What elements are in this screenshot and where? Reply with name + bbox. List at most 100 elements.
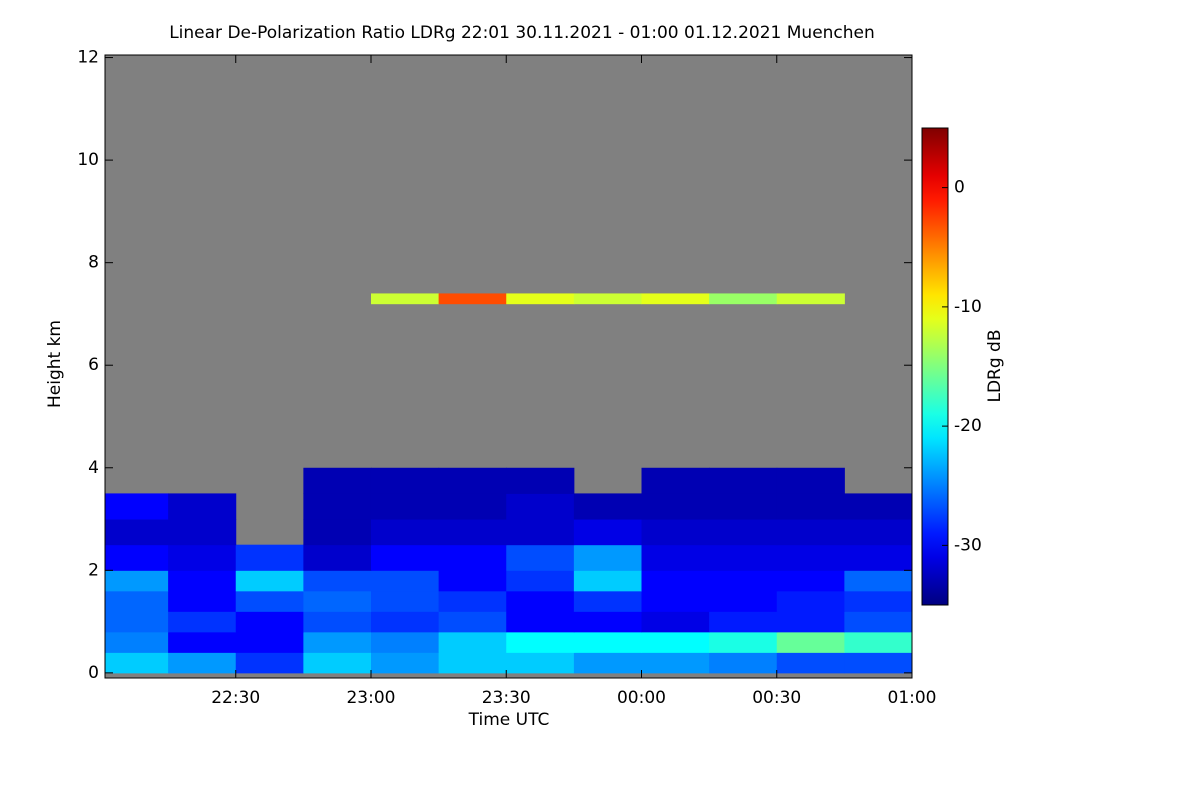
heatmap-cell (709, 293, 778, 305)
heatmap-cell (776, 544, 845, 571)
heatmap-cell (641, 519, 710, 546)
colorbar-tick-label: -30 (954, 535, 982, 555)
heatmap-cell (573, 611, 642, 633)
heatmap-cell (709, 611, 778, 633)
heatmap-cell (776, 652, 845, 674)
x-tick-label: 23:00 (346, 688, 395, 708)
heatmap-cell (506, 652, 575, 674)
y-tick-label: 10 (77, 150, 99, 170)
heatmap-cell (573, 652, 642, 674)
y-tick-label: 4 (88, 458, 99, 478)
heatmap-cell (303, 652, 372, 674)
heatmap-cell (506, 519, 575, 546)
heatmap-cell (776, 611, 845, 633)
heatmap-cell (573, 590, 642, 612)
heatmap-cell (709, 631, 778, 653)
heatmap-cell (105, 570, 169, 592)
x-tick-label: 00:00 (617, 688, 666, 708)
heatmap-cell (506, 590, 575, 612)
heatmap-cell (573, 570, 642, 592)
heatmap-cell (506, 467, 575, 494)
heatmap-cell (105, 519, 169, 546)
heatmap-cell (438, 590, 507, 612)
heatmap-cell (303, 570, 372, 592)
heatmap-cell (168, 519, 237, 546)
heatmap-cell (776, 570, 845, 592)
heatmap-cell (506, 293, 575, 305)
heatmap-cell (370, 467, 440, 494)
heatmap-cell (438, 652, 507, 674)
y-tick-label: 12 (77, 48, 99, 68)
heatmap-cell (303, 544, 372, 571)
heatmap-cell (235, 544, 304, 571)
heatmap-cell (438, 611, 507, 633)
heatmap-cell (370, 293, 440, 305)
heatmap-cell (370, 590, 440, 612)
heatmap-cell (235, 611, 304, 633)
heatmap-cell (776, 293, 845, 305)
heatmap-cell (506, 544, 575, 571)
heatmap-cell (641, 293, 710, 305)
heatmap-cell (370, 570, 440, 592)
heatmap-cell (776, 493, 845, 520)
x-tick-label: 22:30 (211, 688, 260, 708)
heatmap-cell (641, 611, 710, 633)
x-tick-label: 00:30 (752, 688, 801, 708)
heatmap-cell (709, 652, 778, 674)
heatmap-cell (844, 590, 913, 612)
heatmap-cell (573, 519, 642, 546)
heatmap-cell (438, 519, 507, 546)
x-axis-label: Time UTC (468, 710, 550, 730)
y-axis-label: Height km (45, 320, 65, 408)
heatmap-cell (709, 544, 778, 571)
heatmap-cell (303, 519, 372, 546)
heatmap-cell (370, 544, 440, 571)
heatmap-cell (235, 652, 304, 674)
heatmap-cell (641, 467, 710, 494)
colorbar-tick-label: 0 (954, 178, 965, 198)
heatmap-cell (438, 493, 507, 520)
colorbar-label: LDRg dB (985, 329, 1005, 402)
heatmap-cell (168, 570, 237, 592)
heatmap-cell (573, 493, 642, 520)
heatmap-cell (370, 493, 440, 520)
heatmap-cell (844, 631, 913, 653)
heatmap-cell (844, 493, 913, 520)
heatmap-cell (844, 544, 913, 571)
heatmap-cell (438, 544, 507, 571)
heatmap-cell (573, 293, 642, 305)
heatmap-cell (168, 631, 237, 653)
heatmap-cell (370, 519, 440, 546)
heatmap-cell (506, 631, 575, 653)
heatmap-cell (506, 493, 575, 520)
y-tick-label: 2 (88, 560, 99, 580)
y-tick-label: 6 (88, 355, 99, 375)
heatmap-cell (235, 570, 304, 592)
heatmap-cell (235, 631, 304, 653)
heatmap-cell (709, 493, 778, 520)
heatmap-cell (641, 631, 710, 653)
heatmap-cell (844, 570, 913, 592)
heatmap-cell (105, 631, 169, 653)
y-tick-label: 0 (88, 663, 99, 683)
heatmap-cell (303, 493, 372, 520)
heatmap-cell (641, 652, 710, 674)
heatmap-cell (844, 611, 913, 633)
heatmap-cell (776, 519, 845, 546)
heatmap-cell (776, 631, 845, 653)
colorbar (921, 127, 949, 606)
heatmap-cell (776, 590, 845, 612)
heatmap-cell (573, 544, 642, 571)
heatmap-cell (438, 293, 507, 305)
heatmap-cell (506, 611, 575, 633)
heatmap-cell (370, 631, 440, 653)
heatmap-cell (168, 611, 237, 633)
heatmap-cell (438, 631, 507, 653)
y-tick-label: 8 (88, 253, 99, 273)
heatmap-cell (709, 467, 778, 494)
heatmap-cell (105, 652, 169, 674)
heatmap-cell (303, 590, 372, 612)
heatmap-cell (235, 590, 304, 612)
plot-frame (104, 54, 913, 679)
